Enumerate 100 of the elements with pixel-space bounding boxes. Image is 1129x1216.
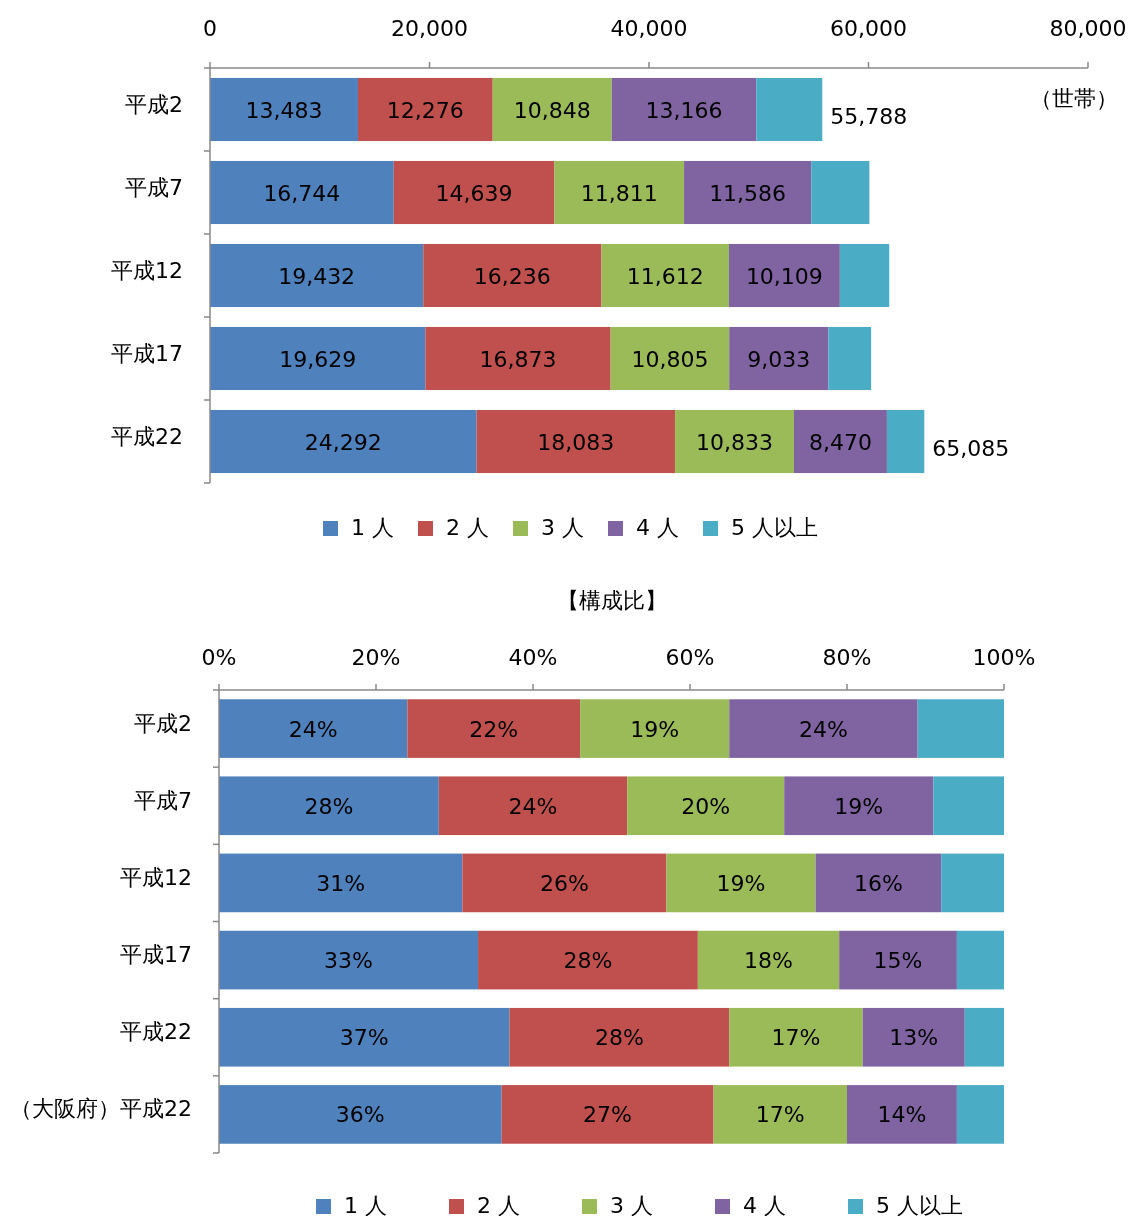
bar: [839, 243, 890, 308]
bar: [964, 1007, 1004, 1067]
data-label: 10,805: [631, 346, 709, 372]
bar: [462, 853, 667, 913]
data-label: 13,483: [245, 97, 323, 123]
bar: [219, 1007, 510, 1067]
legend-label: 2 人: [446, 515, 489, 540]
data-label: 24%: [288, 716, 338, 742]
data-label: 24%: [508, 793, 558, 819]
bar: [210, 409, 477, 474]
bar: [728, 243, 840, 308]
y-tick-label: 平成2: [134, 710, 192, 736]
x-tick-label: 40,000: [610, 16, 688, 41]
data-label: 15%: [873, 948, 923, 974]
x-tick-label: 100%: [972, 645, 1036, 670]
bar: [917, 699, 1004, 758]
bar: [862, 1007, 965, 1067]
bar: [828, 326, 872, 391]
legend-label: 3 人: [610, 1193, 653, 1216]
bar: [610, 326, 730, 391]
y-tick-label: （大阪府）平成22: [10, 1096, 192, 1122]
data-label: 10,109: [745, 263, 823, 289]
y-tick-label: 平成17: [111, 340, 183, 366]
data-label: 17%: [771, 1025, 821, 1051]
data-label: 12,276: [386, 97, 464, 123]
bar: [627, 776, 785, 836]
y-tick-label: 平成17: [120, 942, 192, 968]
bar: [697, 930, 840, 990]
bar: [438, 776, 628, 836]
data-label: 16,744: [263, 180, 341, 206]
data-label: 20%: [681, 793, 731, 819]
data-label: 14%: [877, 1102, 927, 1128]
data-label: 18%: [744, 948, 793, 974]
y-tick-label: 平成12: [111, 257, 183, 283]
legend-label: 4 人: [636, 515, 679, 540]
bar: [675, 409, 794, 474]
data-label: 19%: [834, 793, 884, 819]
data-label: 28%: [563, 948, 613, 974]
data-label: 18,083: [537, 429, 615, 455]
data-label: 19%: [630, 716, 680, 742]
bar: [666, 853, 816, 913]
bar: [509, 1007, 730, 1067]
data-label: 28%: [304, 793, 354, 819]
total-label: 65,085: [932, 435, 1010, 461]
legend-label: 1 人: [344, 1193, 387, 1216]
data-label: 10,848: [513, 97, 591, 123]
bar: [684, 160, 812, 225]
bar: [784, 776, 934, 836]
data-label: 31%: [316, 870, 366, 896]
data-label: 19%: [716, 870, 766, 896]
x-tick-label: 0%: [201, 645, 237, 670]
bar: [210, 160, 394, 225]
x-tick-label: 80,000: [1049, 16, 1127, 41]
legend-label: 1 人: [351, 515, 394, 540]
x-tick-label: 40%: [508, 645, 558, 670]
bar: [219, 699, 408, 758]
y-tick-label: 平成22: [111, 423, 183, 449]
bar: [219, 853, 463, 913]
bar: [210, 326, 426, 391]
data-label: 16%: [853, 870, 903, 896]
data-label: 16,236: [473, 263, 551, 289]
data-label: 10,833: [696, 429, 773, 455]
bar: [886, 409, 925, 474]
data-label: 24,292: [304, 429, 382, 455]
x-tick-label: 60%: [665, 645, 715, 670]
data-label: 9,033: [747, 346, 811, 372]
data-label: 19,432: [278, 263, 356, 289]
bar: [476, 409, 676, 474]
bar: [811, 160, 870, 225]
bar: [941, 853, 1004, 913]
bar: [210, 77, 358, 142]
bar: [729, 1007, 863, 1067]
data-label: 11,811: [580, 180, 658, 206]
y-tick-label: 平成12: [120, 864, 192, 890]
legend-label: 5 人以上: [731, 515, 818, 540]
x-tick-label: 20,000: [391, 16, 468, 41]
annotation: （世帯）: [1030, 86, 1118, 111]
bar: [407, 699, 581, 758]
bar: [219, 930, 479, 990]
bar: [478, 930, 698, 990]
bar: [956, 1085, 1004, 1144]
bar: [793, 409, 887, 474]
bar: [611, 77, 757, 142]
bar: [219, 776, 439, 836]
data-label: 28%: [594, 1025, 644, 1051]
bar: [393, 160, 555, 225]
bar: [357, 77, 493, 142]
data-label: 8,470: [808, 429, 872, 455]
x-tick-label: 0: [203, 16, 217, 41]
bar: [756, 77, 823, 142]
bar: [210, 243, 424, 308]
total-label: 55,788: [830, 103, 908, 129]
legend-label: 3 人: [541, 515, 584, 540]
data-label: 36%: [335, 1102, 385, 1128]
data-label: 22%: [469, 716, 519, 742]
bar: [601, 243, 729, 308]
chart-title: 【構成比】: [556, 588, 667, 613]
bar: [839, 930, 957, 990]
x-tick-label: 20%: [351, 645, 401, 670]
data-label: 13%: [889, 1025, 939, 1051]
